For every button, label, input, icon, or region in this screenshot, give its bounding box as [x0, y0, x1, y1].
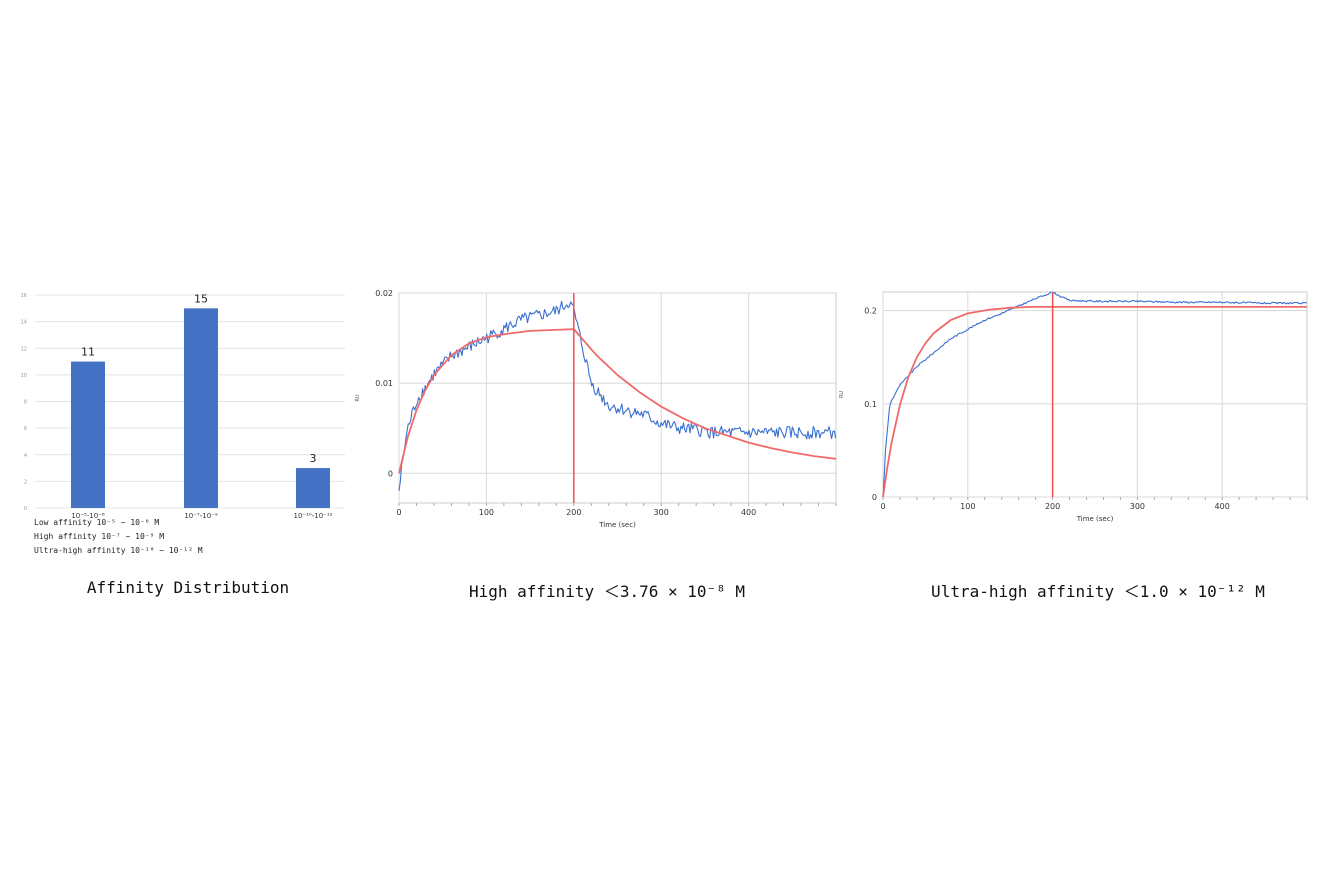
caption-ultra-high-affinity: Ultra-high affinity ＜1.0 × 10⁻¹² M — [931, 582, 1265, 601]
y-tick-label: 16 — [21, 293, 27, 299]
y-tick-label: 0 — [388, 469, 393, 478]
y-tick-label: 0.02 — [375, 289, 393, 298]
legend-low: Low affinity 10⁻⁵ ~ 10⁻⁶ M — [34, 518, 160, 527]
x-axis-label: Time (sec) — [598, 521, 636, 529]
y-axis-label: RU — [839, 391, 845, 398]
bar-value-label: 15 — [194, 292, 208, 305]
y-tick-label: 2 — [24, 479, 27, 485]
x-tick-label: 10⁻¹⁰-10⁻¹² — [294, 512, 333, 520]
caption-affinity-distribution: Affinity Distribution — [86, 578, 290, 597]
x-tick-label: 100 — [960, 502, 975, 511]
x-tick-label: 300 — [654, 508, 669, 517]
x-tick-label: 400 — [741, 508, 756, 517]
caption-high-affinity: High affinity ＜3.76 × 10⁻⁸ M — [468, 582, 746, 601]
legend-ultra: Ultra-high affinity 10⁻¹⁰ ~ 10⁻¹² M — [34, 546, 203, 555]
x-tick-label: 100 — [479, 508, 494, 517]
x-tick-label: 200 — [1045, 502, 1060, 511]
bar — [71, 361, 105, 508]
x-tick-label: 10⁻⁷-10⁻⁹ — [184, 512, 218, 520]
y-axis-label: RU — [355, 394, 361, 401]
x-tick-label: 300 — [1130, 502, 1145, 511]
bar-value-label: 3 — [310, 452, 317, 465]
bar — [184, 308, 218, 508]
y-tick-label: 0.2 — [864, 307, 877, 316]
y-tick-label: 14 — [21, 320, 27, 326]
y-tick-label: 8 — [24, 400, 27, 406]
y-tick-label: 4 — [24, 453, 27, 459]
plot-area — [398, 292, 837, 504]
y-tick-label: 0 — [24, 506, 27, 512]
x-tick-label: 400 — [1215, 502, 1230, 511]
y-tick-label: 10 — [21, 373, 27, 379]
y-tick-label: 0.1 — [864, 400, 877, 409]
y-tick-label: 0 — [872, 493, 877, 502]
x-tick-label: 10⁻⁵-10⁻⁶ — [71, 512, 105, 520]
fit-curve-line — [882, 305, 1307, 498]
data-series-line — [882, 291, 1307, 497]
y-tick-label: 6 — [24, 426, 27, 432]
fit-curve-line — [398, 328, 837, 474]
data-series-line — [398, 300, 837, 491]
y-tick-label: 12 — [21, 346, 27, 352]
x-axis-label: Time (sec) — [1076, 515, 1114, 523]
y-tick-label: 0.01 — [375, 379, 393, 388]
bar-value-label: 11 — [81, 346, 95, 359]
x-tick-label: 200 — [566, 508, 581, 517]
x-tick-label: 0 — [880, 502, 885, 511]
bar — [296, 468, 330, 508]
legend-high: High affinity 10⁻⁷ ~ 10⁻⁹ M — [34, 532, 165, 541]
x-tick-label: 0 — [396, 508, 401, 517]
